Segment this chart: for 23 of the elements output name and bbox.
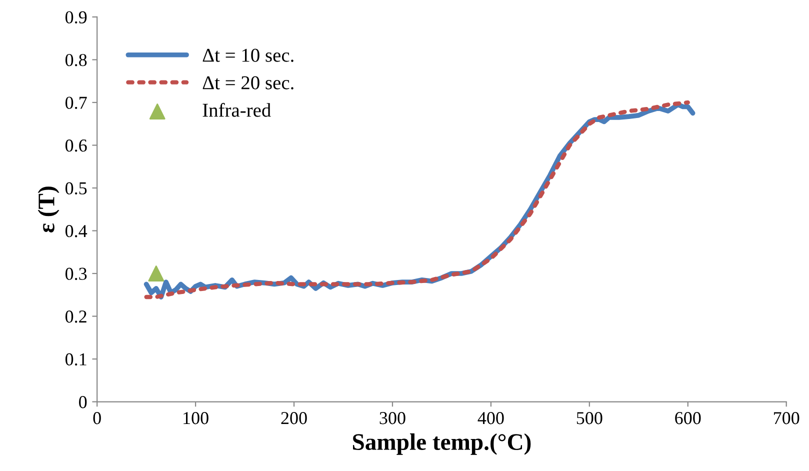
x-tick-label: 0 [93,412,101,424]
y-tick-label: 0.3 [65,268,87,280]
y-tick-label: 0.4 [65,224,88,238]
y-tick-label: 0.8 [65,54,87,66]
x-axis-title: Sample temp.(°C) [353,433,531,455]
x-tick-label: 600 [675,412,701,424]
legend-label: Δt = 10 sec. [202,48,294,62]
y-tick-label: 0 [79,396,87,408]
y-tick-label: 0.7 [65,96,87,109]
y-tick-label: 0.5 [65,182,87,194]
x-tick-label: 100 [184,412,208,424]
x-tick-label: 500 [576,412,602,424]
x-tick-label: 200 [281,412,307,424]
y-tick-label: 0.9 [65,11,87,24]
y-tick-label: 0.1 [65,353,86,366]
x-tick-label: 700 [774,412,800,424]
y-axis-title: ε (T) [38,186,60,232]
y-tick-label: 0.2 [65,310,86,323]
legend-label: Δt = 20 sec. [202,76,294,90]
legend-label: Infra-red [202,102,271,117]
y-tick-label: 0.6 [65,139,87,152]
x-tick-label: 300 [380,412,406,424]
x-tick-label: 400 [478,412,504,424]
